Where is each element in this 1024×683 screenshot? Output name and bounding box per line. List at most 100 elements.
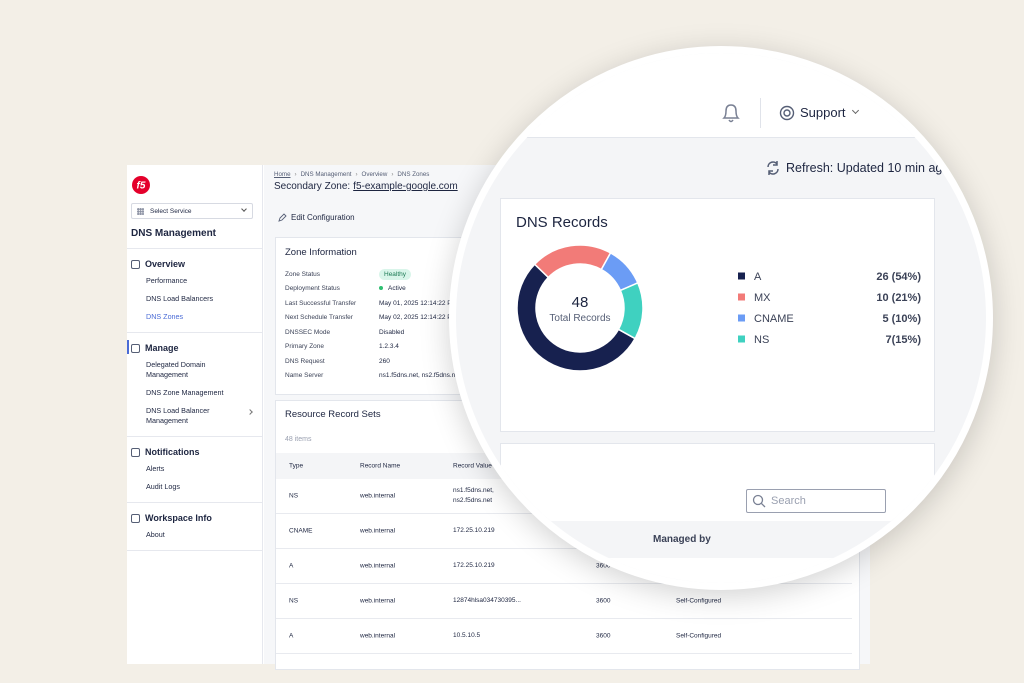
table-cell: CNAME (289, 527, 313, 535)
table-cell: web.internal (360, 562, 396, 570)
nav-item[interactable]: About (146, 530, 165, 539)
support-icon (779, 105, 795, 121)
nav-item[interactable]: DNS Zones (146, 312, 184, 321)
title-label: Secondary Zone: (274, 181, 351, 192)
divider (760, 98, 761, 128)
info-label: Deployment Status (285, 285, 340, 293)
info-label: Primary Zone (285, 343, 325, 351)
info-value: 260 (379, 357, 390, 365)
nav-item[interactable]: Performance (146, 276, 188, 285)
nav-icon (131, 513, 140, 523)
table-cell: 3600 (596, 632, 611, 640)
crumb[interactable]: Overview (361, 171, 388, 178)
crumb[interactable]: DNS Management (300, 171, 352, 178)
info-label: Name Server (285, 372, 324, 380)
info-row: Name Server ns1.f5dns.net, ns2.f5dns.net (285, 369, 574, 384)
nav-item[interactable]: Audit Logs (146, 482, 180, 491)
nav-icon (131, 259, 140, 269)
refresh-icon[interactable] (765, 160, 781, 176)
table-cell: 12874hlsa034730395... (453, 597, 521, 604)
nav-group: Manage Delegated Domain Management DNS Zon… (127, 333, 262, 437)
dns-records-card: DNS Records A 26 (54%) MX 10 (21%) CNAME 5 (1… (500, 198, 935, 432)
table-header: Managed by (501, 521, 936, 558)
donut-segment (617, 281, 644, 340)
search-placeholder: Search (771, 495, 806, 507)
nav-icon (131, 343, 140, 353)
section-title: DNS Management (131, 228, 217, 239)
refresh-status: Refresh: Updated 10 min ago (786, 161, 950, 175)
nav: Overview Performance DNS Load Balancers DNS… (127, 248, 262, 551)
legend-value: 26 (54%) (876, 271, 921, 283)
nav-item[interactable]: DNS Load Balancers (146, 294, 214, 303)
nav-item[interactable]: DNS Load Balancer Management (127, 402, 262, 430)
crumb[interactable]: DNS Zones (397, 171, 430, 178)
info-label: DNS Request (285, 357, 325, 365)
chevron (241, 206, 247, 212)
nav-heading-text: Notifications (145, 447, 200, 457)
page: f5 Select Service DNS Management Overvie… (127, 46, 993, 670)
support[interactable]: Support (800, 105, 846, 120)
header-managed-by: Managed by (653, 534, 711, 545)
donut-segment (516, 263, 637, 372)
edit-button[interactable]: Edit Configuration (278, 213, 355, 222)
legend-value: 7(15%) (886, 334, 922, 346)
column-header: Type (289, 462, 304, 470)
info-label: DNSSEC Mode (285, 328, 331, 336)
table-card: Search Managed by (500, 443, 936, 583)
crumb-separator: › (294, 171, 297, 178)
info-row: Primary Zone 1.2.3.4 (285, 340, 574, 355)
info-label: Next Schedule Transfer (285, 314, 353, 322)
grid-icon (137, 208, 144, 215)
table-cell: A (289, 632, 294, 640)
table-cell: NS (289, 597, 299, 605)
legend-value: 5 (10%) (882, 313, 921, 325)
service-select-text: Select Service (150, 207, 192, 215)
info-value: Active (379, 285, 406, 292)
zone-info-title: Zone Information (285, 247, 357, 258)
info-value: 1.2.3.4 (379, 343, 399, 351)
nav-heading: Notifications (127, 444, 262, 460)
column-header: Record Name (360, 462, 401, 470)
column-header: Record Value (453, 462, 492, 470)
records-count: 48 items (285, 436, 312, 443)
nav-heading-text: Workspace Info (145, 513, 212, 523)
zone-info-rows: Zone Status Healthy Deployment Status Activ… (285, 267, 574, 383)
legend-swatch (738, 335, 745, 343)
nav-group: Overview Performance DNS Load Balancers DNS… (127, 249, 262, 333)
donut-chart: A 26 (54%) MX 10 (21%) CNAME 5 (10%) NS 7(15%) 4… (516, 244, 922, 372)
nav-item[interactable]: Alerts (146, 464, 165, 473)
nav-item[interactable]: DNS Zone Management (146, 388, 224, 397)
zone-link[interactable]: f5-example-google.com (353, 181, 458, 192)
table-row: NS web.internal 12874hlsa034730395... 3600 S… (276, 584, 852, 619)
table-cell: Self-Configured (676, 632, 722, 640)
info-row: Last Successful Transfer May 01, 2025 12:… (285, 296, 574, 311)
logo-text: f5 (137, 181, 146, 192)
legend-label: A (754, 271, 762, 283)
status-dot (379, 286, 383, 291)
info-row: Next Schedule Transfer May 02, 2025 12:14… (285, 311, 574, 326)
nav-icon (131, 447, 140, 457)
records-title: Resource Record Sets (285, 409, 381, 420)
legend-label: NS (754, 334, 769, 346)
info-value: ns1.f5dns.net, ns2.f5dns.net (379, 372, 461, 380)
nav-heading-text: Manage (145, 343, 179, 353)
table-cell: web.internal (360, 632, 396, 640)
info-row: Deployment Status Active (285, 282, 574, 297)
info-row: DNSSEC Mode Disabled (285, 325, 574, 340)
table-cell: web.internal (360, 527, 396, 535)
nav-heading: Workspace Info (127, 510, 262, 526)
bell-icon[interactable] (721, 102, 741, 124)
nav-item[interactable]: Delegated Domain Management (146, 360, 206, 379)
nav-heading: Manage (127, 340, 262, 356)
search-box[interactable]: Search (746, 489, 886, 513)
pencil-icon (278, 213, 287, 222)
legend-swatch (738, 293, 745, 301)
service-select[interactable]: Select Service (131, 203, 253, 219)
legend-swatch (738, 272, 745, 280)
table-cell: ns1.f5dns.net, ns2.f5dns.net (453, 487, 494, 504)
top-bar: Support (456, 53, 986, 138)
crumb[interactable]: Home (274, 171, 291, 178)
sidebar: f5 Select Service DNS Management Overvie… (127, 165, 263, 664)
legend-label: MX (754, 292, 771, 304)
chart-title: DNS Records (516, 214, 608, 231)
